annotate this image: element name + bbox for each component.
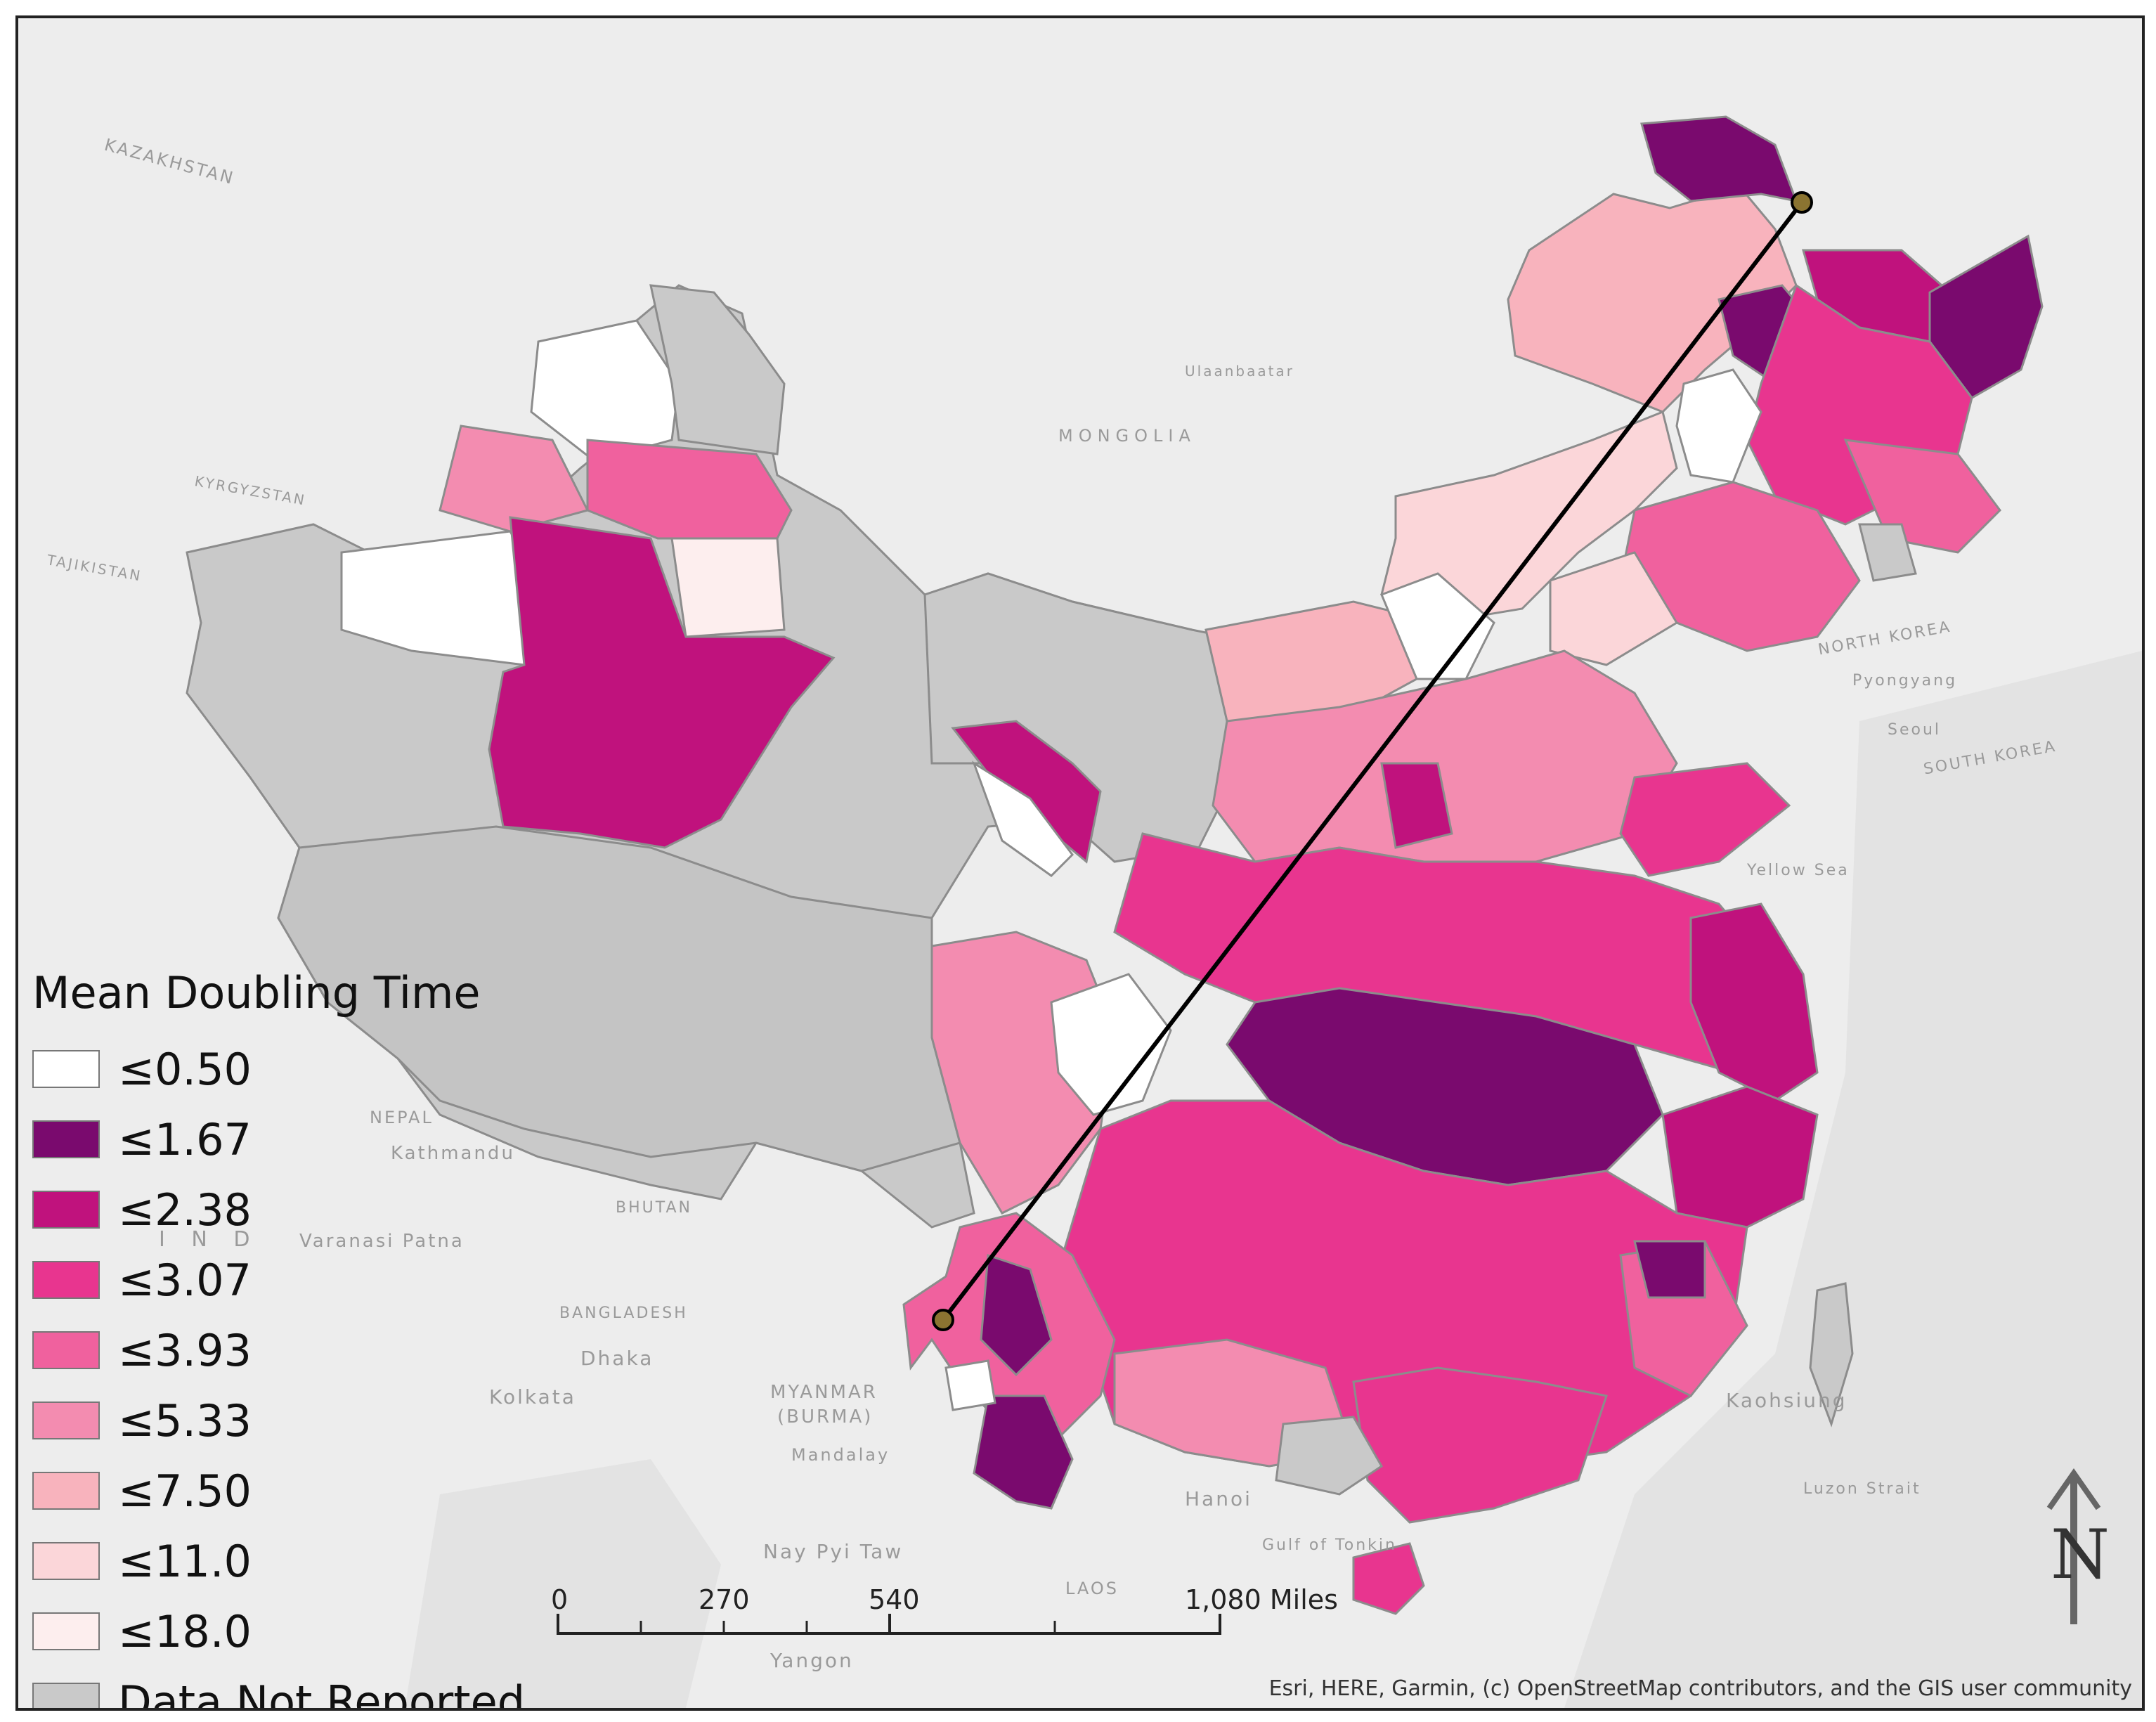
region-tibet-grey [277, 825, 961, 1172]
legend-label: ≤2.38 [118, 1184, 252, 1236]
legend-item: Data Not Reported [32, 1666, 552, 1711]
region-yunnan-white [944, 1359, 996, 1411]
north-arrow-icon [2046, 1468, 2101, 1624]
region-xj-white-north [530, 319, 680, 462]
label-yellow-sea: Yellow Sea [1747, 862, 1850, 879]
label-pyongyang: Pyongyang [1852, 672, 1958, 690]
legend-label: ≤11.0 [118, 1535, 252, 1587]
label-luzon-strait: Luzon Strait [1803, 1480, 1921, 1498]
north-label: N [2051, 1515, 2110, 1594]
legend-swatch [32, 1120, 100, 1158]
scale-tick-1080: 1,080 Miles [1185, 1584, 1338, 1615]
label-yangon: Yangon [770, 1649, 854, 1672]
scale-bar [557, 1614, 1221, 1635]
legend-swatch [32, 1331, 100, 1369]
region-taiwan [1809, 1282, 1854, 1428]
region-ne-grey [1858, 523, 1917, 582]
legend: Mean Doubling Time ≤0.50 ≤1.67 ≤2.38 ≤3.07 ≤… [32, 967, 552, 1711]
region-xj-grey-north [649, 284, 786, 455]
attribution: Esri, HERE, Garmin, (c) OpenStreetMap co… [1268, 1676, 2132, 1701]
region-gansu-white [972, 760, 1074, 877]
legend-label: ≤7.50 [118, 1465, 252, 1517]
legend-swatch [32, 1683, 100, 1708]
legend-label: ≤0.50 [118, 1043, 252, 1095]
scale-tick-270: 270 [699, 1584, 750, 1615]
transect-line [941, 201, 1804, 1321]
legend-item: ≤7.50 [32, 1456, 552, 1526]
legend-item: ≤2.38 [32, 1174, 552, 1245]
region-liaoning-pale [1549, 551, 1679, 666]
label-myanmar: MYANMAR [770, 1382, 878, 1403]
map-canvas [18, 18, 2142, 1708]
transect-endpoint-north [1791, 191, 1813, 214]
legend-label: ≤3.93 [118, 1324, 252, 1376]
label-mandalay: Mandalay [791, 1445, 890, 1465]
sea-east [1564, 651, 2142, 1708]
region-south-grey [1275, 1416, 1383, 1496]
legend-label: ≤1.67 [118, 1113, 252, 1165]
label-kathmandu: Kathmandu [391, 1143, 515, 1164]
region-yunnan-purple-west [980, 1253, 1053, 1377]
label-bhutan: BHUTAN [616, 1199, 692, 1217]
bay-of-bengal [405, 1459, 721, 1708]
label-varanasi: Varanasi Patna [299, 1231, 465, 1252]
label-ulaanbaatar: Ulaanbaatar [1185, 363, 1294, 380]
label-bangladesh: BANGLADESH [559, 1305, 688, 1322]
label-kolkata: Kolkata [489, 1385, 576, 1409]
label-dhaka: Dhaka [580, 1347, 654, 1370]
legend-item: ≤5.33 [32, 1385, 552, 1456]
legend-swatch [32, 1191, 100, 1229]
region-sichuan-white [1050, 973, 1172, 1116]
legend-swatch [32, 1261, 100, 1299]
legend-label: ≤3.07 [118, 1254, 252, 1306]
label-burma: (BURMA) [777, 1406, 874, 1428]
legend-item: ≤0.50 [32, 1034, 552, 1104]
region-jiangsu [1689, 902, 1819, 1102]
label-gulf: Gulf of Tonkin [1262, 1536, 1397, 1554]
scale-tick-0: 0 [551, 1584, 569, 1615]
scale-tick-540: 540 [869, 1584, 920, 1615]
legend-item: ≤3.07 [32, 1245, 552, 1315]
legend-swatch [32, 1612, 100, 1650]
label-nay-pyi-taw: Nay Pyi Taw [763, 1540, 904, 1563]
label-india: I N D [159, 1227, 260, 1252]
transect-endpoint-south [932, 1309, 954, 1331]
legend-swatch [32, 1542, 100, 1580]
region-hainan [1352, 1542, 1425, 1615]
legend-swatch [32, 1472, 100, 1510]
legend-item: ≤11.0 [32, 1526, 552, 1596]
map-frame: KAZAKHSTAN MONGOLIA Ulaanbaatar KYRGYZST… [15, 15, 2145, 1711]
region-fujian-purple [1633, 1240, 1706, 1299]
legend-label: ≤5.33 [118, 1394, 252, 1446]
region-north-white [1380, 572, 1495, 680]
region-yunnan-purple-south [973, 1394, 1074, 1510]
region-shandong [1619, 762, 1791, 877]
label-mongolia: MONGOLIA [1058, 426, 1196, 446]
label-laos: LAOS [1065, 1579, 1119, 1598]
region-guangdong [1352, 1366, 1608, 1524]
legend-title: Mean Doubling Time [32, 967, 481, 1018]
region-ne-purple-top [1640, 115, 1798, 203]
region-xj-palest [670, 537, 786, 638]
legend-item: ≤1.67 [32, 1104, 552, 1174]
legend-label: ≤18.0 [118, 1605, 252, 1657]
label-hanoi: Hanoi [1185, 1487, 1252, 1510]
region-xj-pink-west [439, 425, 590, 533]
legend-label: Data Not Reported [118, 1676, 526, 1711]
region-xj-magenta [488, 516, 836, 849]
legend-item: ≤3.93 [32, 1315, 552, 1385]
legend-item: ≤18.0 [32, 1596, 552, 1666]
label-seoul: Seoul [1888, 721, 1942, 739]
legend-rows: ≤0.50 ≤1.67 ≤2.38 ≤3.07 ≤3.93 ≤5.33 ≤7.50 ≤11.0… [32, 1034, 552, 1711]
legend-swatch [32, 1050, 100, 1088]
legend-swatch [32, 1401, 100, 1439]
region-shanxi-magenta [1380, 762, 1453, 849]
label-nepal: NEPAL [370, 1108, 434, 1127]
label-kaohsiung: Kaohsiung [1726, 1389, 1847, 1412]
